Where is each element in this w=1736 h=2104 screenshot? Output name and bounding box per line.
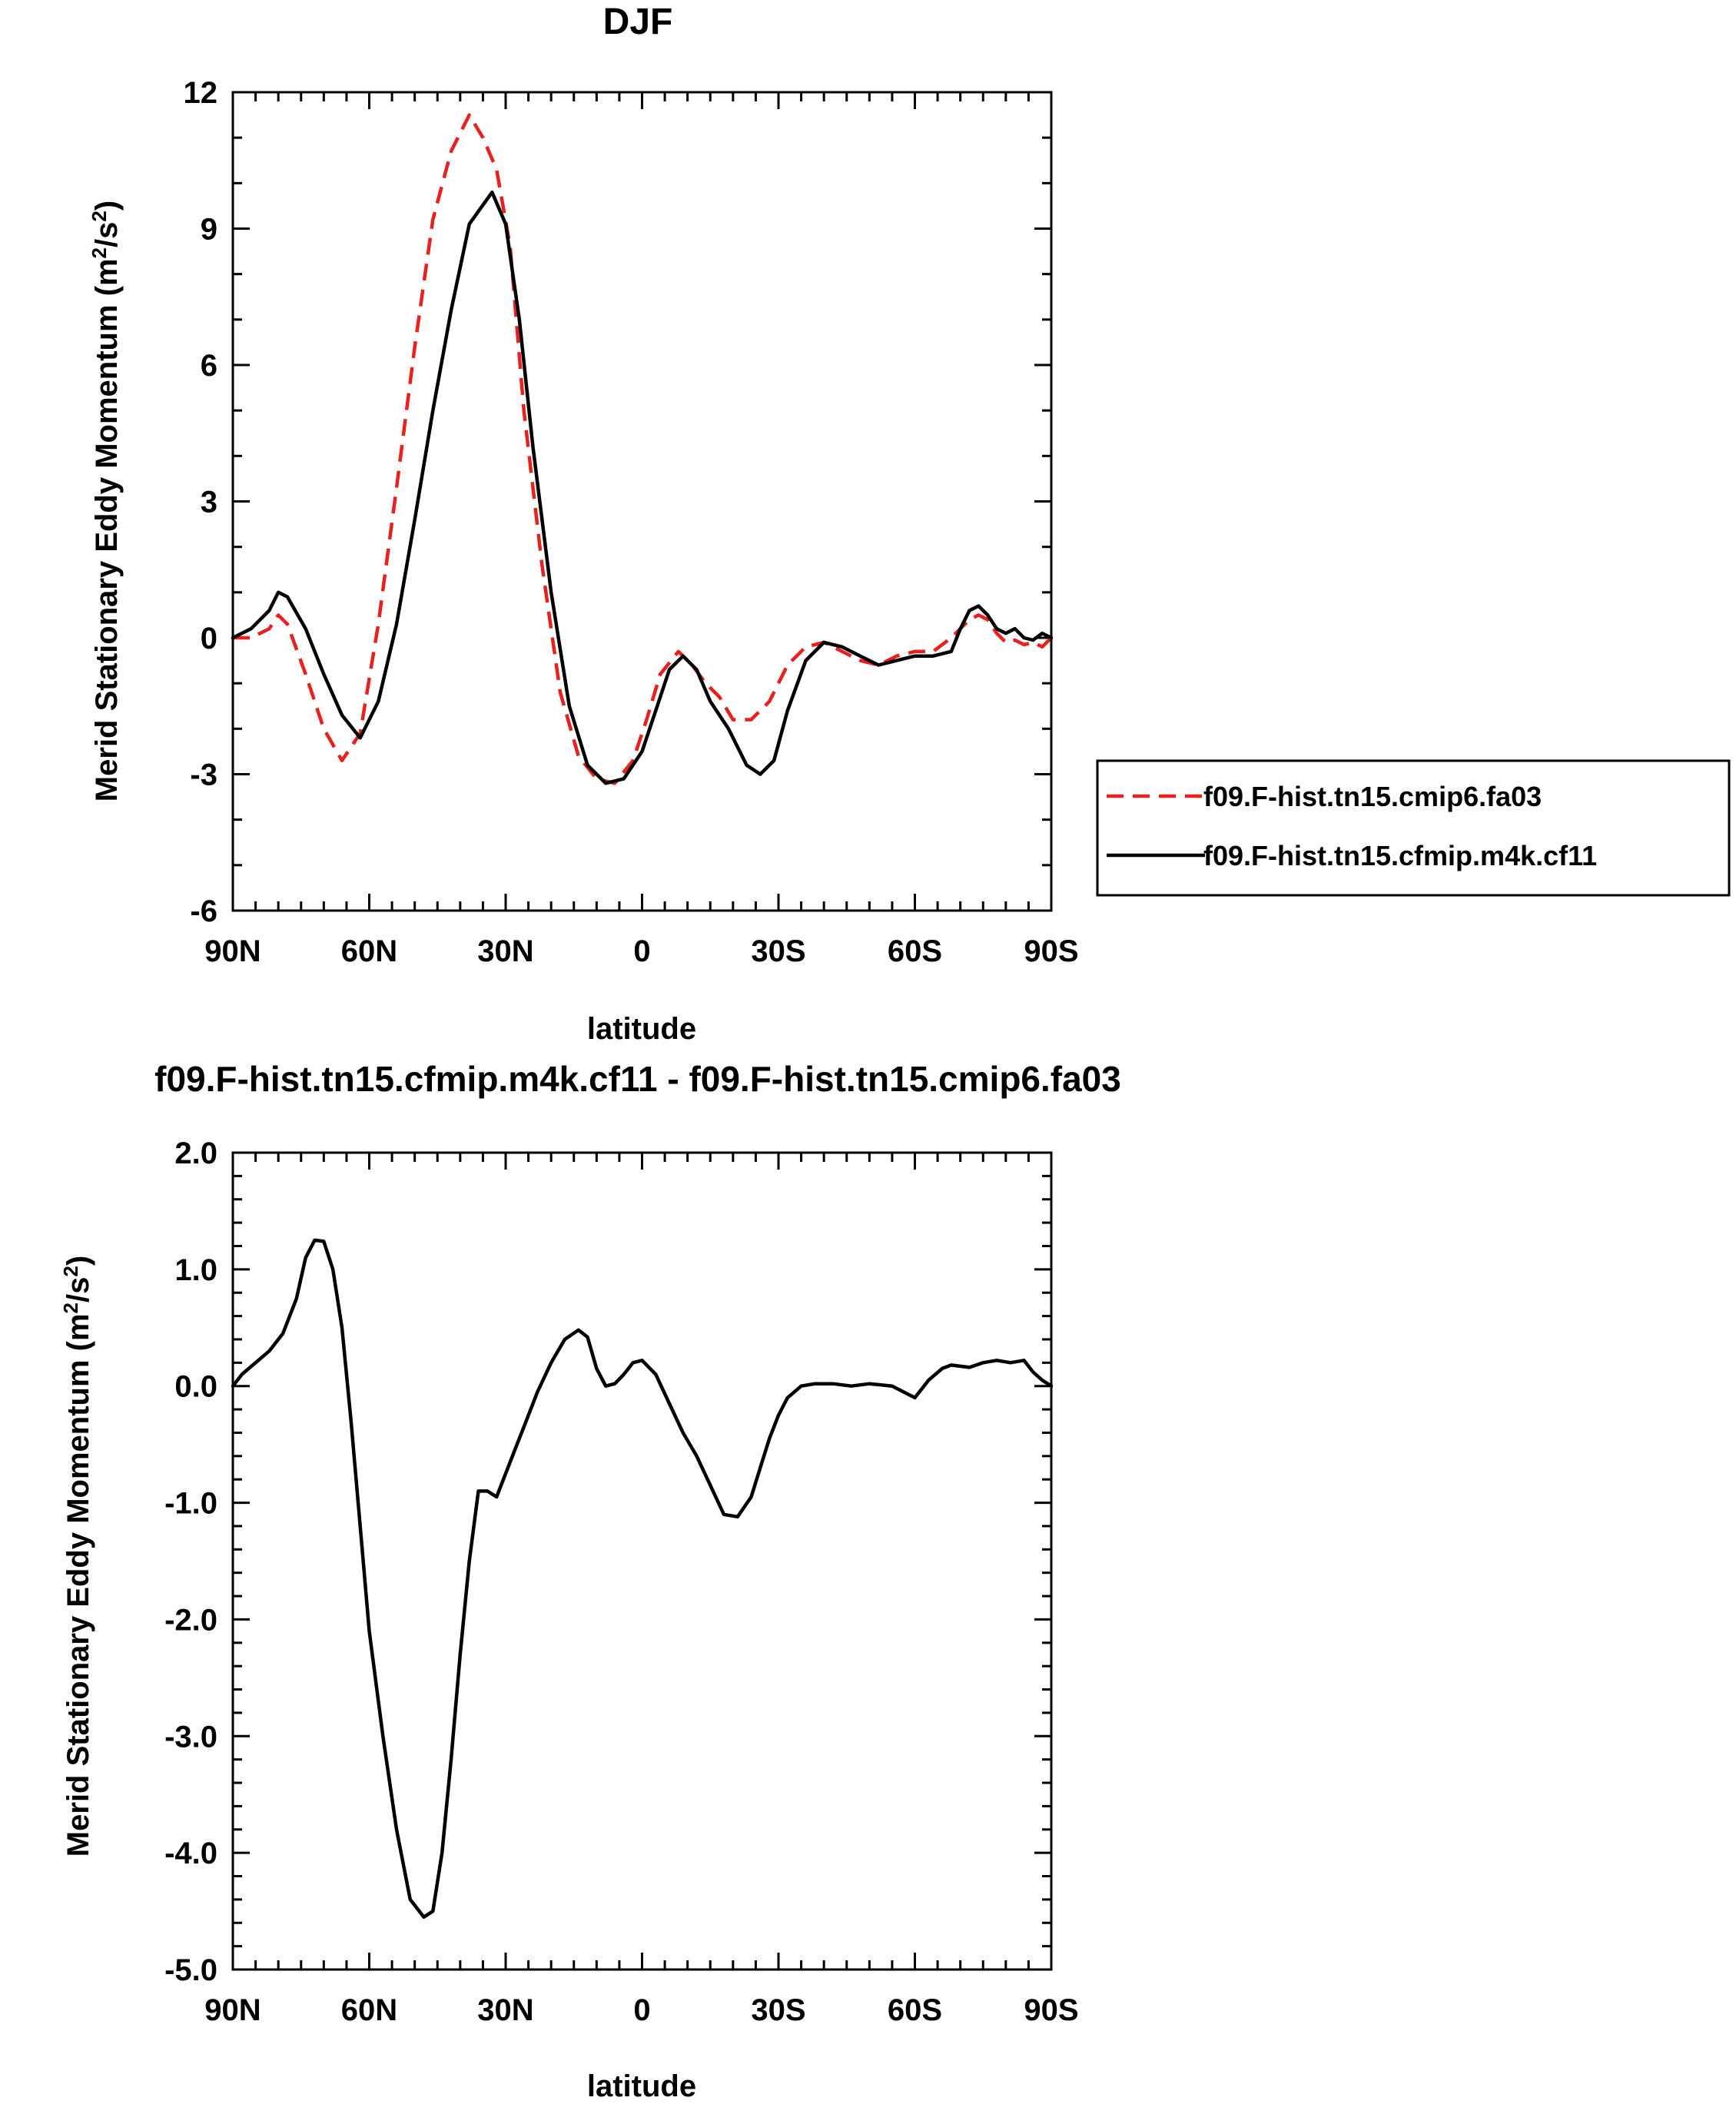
top-panel-y-axis-label: Merid Stationary Eddy Momentum (m2/s2) [88,201,124,801]
top-panel-y-tick-labels: -6 -3 0 3 6 9 12 [184,76,218,928]
x-tick-label: 60N [341,934,397,968]
x-tick-label: 90S [1024,1993,1078,2027]
x-tick-label: 30S [751,1993,805,2027]
legend-label-series-1: f09.F-hist.tn15.cmip6.fa03 [1203,781,1542,812]
y-tick-label: -4.0 [164,1837,217,1870]
bottom-panel-series [231,1238,1054,1919]
bottom-panel-frame [231,1151,1053,1971]
bottom-panel-x-tick-labels: 90N 60N 30N 0 30S 60S 90S [204,1993,1078,2027]
series-line-1 [231,1238,1054,1919]
x-tick-label: 90N [204,1993,261,2027]
top-panel-x-axis-label: latitude [587,1012,696,1046]
y-tick-label: -3 [190,758,217,792]
bottom-panel-x-axis-label: latitude [587,2069,696,2103]
x-tick-label: 0 [633,934,650,968]
y-tick-label: -1.0 [164,1487,217,1521]
bottom-panel-axes [231,1151,1053,1971]
y-tick-label: -2.0 [164,1603,217,1637]
x-tick-label: 30N [477,1993,533,2027]
series-line-1 [233,113,1053,785]
bottom-panel-title: f09.F-hist.tn15.cfmip.m4k.cf11 - f09.F-h… [154,1059,1121,1099]
x-tick-label: 60N [341,1993,397,2027]
x-tick-label: 60S [888,934,942,968]
legend-label-series-2: f09.F-hist.tn15.cfmip.m4k.cf11 [1203,840,1597,871]
y-tick-label: 6 [201,349,217,383]
top-panel-series [231,113,1054,785]
top-panel-frame [231,91,1053,912]
x-tick-label: 30S [751,934,805,968]
legend: f09.F-hist.tn15.cmip6.fa03 f09.F-hist.tn… [1096,759,1731,897]
legend-box [1096,759,1731,897]
x-tick-label: 60S [888,1993,942,2027]
y-tick-label: 2.0 [174,1137,217,1170]
x-tick-label: 0 [633,1993,650,2027]
top-panel-title: DJF [603,2,673,42]
top-panel-axes [231,91,1053,912]
bottom-panel: f09.F-hist.tn15.cfmip.m4k.cf11 - f09.F-h… [59,1059,1121,2103]
series-line-2 [231,190,1054,785]
y-tick-label: -5.0 [164,1953,217,1987]
x-tick-label: 30N [477,934,533,968]
y-tick-label: -6 [190,894,217,928]
top-panel: DJF -6 -3 0 3 6 9 12 90N 60N 30N 0 30S 60S 90S latit… [88,2,1079,1046]
bottom-panel-y-tick-labels: -5.0 -4.0 -3.0 -2.0 -1.0 0.0 1.0 2.0 [164,1137,217,1987]
y-tick-label: -3.0 [164,1720,217,1754]
y-tick-label: 3 [201,486,217,519]
y-tick-label: 9 [201,213,217,247]
y-tick-label: 0.0 [174,1370,217,1404]
top-panel-x-tick-labels: 90N 60N 30N 0 30S 60S 90S [204,934,1078,968]
y-tick-label: 1.0 [174,1253,217,1287]
y-tick-label: 0 [201,622,217,655]
x-tick-label: 90S [1024,934,1078,968]
bottom-panel-y-axis-label: Merid Stationary Eddy Momentum (m2/s2) [59,1256,95,1857]
y-tick-label: 12 [184,76,218,110]
x-tick-label: 90N [204,934,261,968]
